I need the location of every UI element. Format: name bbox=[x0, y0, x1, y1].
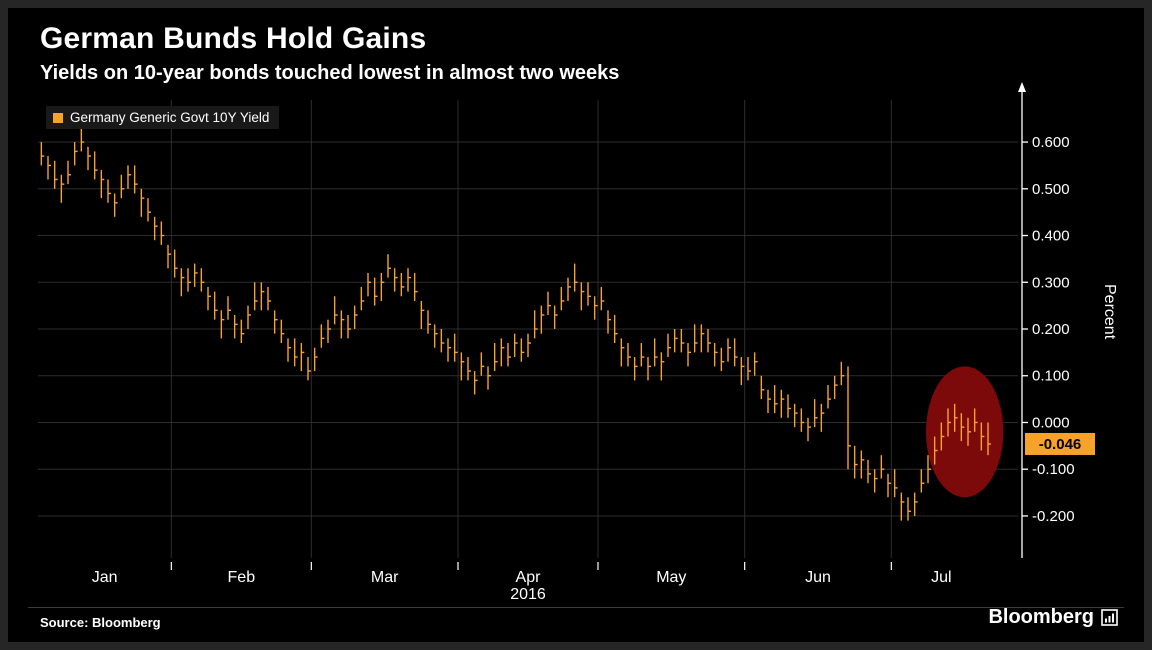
y-tick-label: 0.200 bbox=[1032, 321, 1070, 338]
x-month-label: Feb bbox=[228, 569, 256, 586]
highlight-ellipse bbox=[926, 366, 1004, 498]
legend-label: Germany Generic Govt 10Y Yield bbox=[70, 110, 270, 125]
last-price-label: -0.046 bbox=[1039, 436, 1082, 453]
y-axis: 0.600 0.500 0.400 0.300 0.200 0.100 0.000 -0.10… bbox=[1018, 82, 1095, 558]
x-month-label: Jun bbox=[805, 569, 831, 586]
y-axis-title: Percent bbox=[1101, 284, 1118, 340]
y-tick-label: -0.100 bbox=[1032, 461, 1075, 478]
chart-subtitle: Yields on 10-year bonds touched lowest i… bbox=[40, 62, 620, 84]
x-axis: Jan Feb Mar Apr May Jun Jul bbox=[92, 562, 952, 586]
x-month-label: Apr bbox=[516, 569, 542, 586]
last-price-badge bbox=[1025, 432, 1095, 455]
source-credit: Source: Bloomberg bbox=[40, 615, 161, 630]
y-tick-label: 0.300 bbox=[1032, 274, 1070, 291]
legend-swatch-icon bbox=[53, 112, 63, 123]
legend: Germany Generic Govt 10Y Yield bbox=[46, 106, 280, 129]
bloomberg-wordmark: Bloomberg bbox=[988, 606, 1094, 628]
y-tick-label: 0.400 bbox=[1032, 228, 1070, 245]
y-tick-label: -0.200 bbox=[1032, 508, 1075, 525]
x-month-label: Mar bbox=[371, 569, 399, 586]
y-tick-label: 0.000 bbox=[1032, 414, 1070, 431]
y-tick-label: 0.500 bbox=[1032, 181, 1070, 198]
grid-lines bbox=[38, 100, 1018, 558]
x-axis-year-label: 2016 bbox=[510, 586, 546, 603]
bloomberg-brand: Bloomberg bbox=[988, 606, 1118, 629]
footer-divider bbox=[28, 607, 1124, 608]
y-tick-label: 0.100 bbox=[1032, 368, 1070, 385]
x-month-label: Jan bbox=[92, 569, 118, 586]
bloomberg-logo-icon bbox=[1101, 609, 1118, 626]
x-month-label: May bbox=[656, 569, 686, 586]
chart-title: German Bunds Hold Gains bbox=[40, 22, 427, 55]
x-month-label: Jul bbox=[931, 569, 951, 586]
price-bars bbox=[40, 128, 991, 521]
y-tick-label: 0.600 bbox=[1032, 134, 1070, 151]
